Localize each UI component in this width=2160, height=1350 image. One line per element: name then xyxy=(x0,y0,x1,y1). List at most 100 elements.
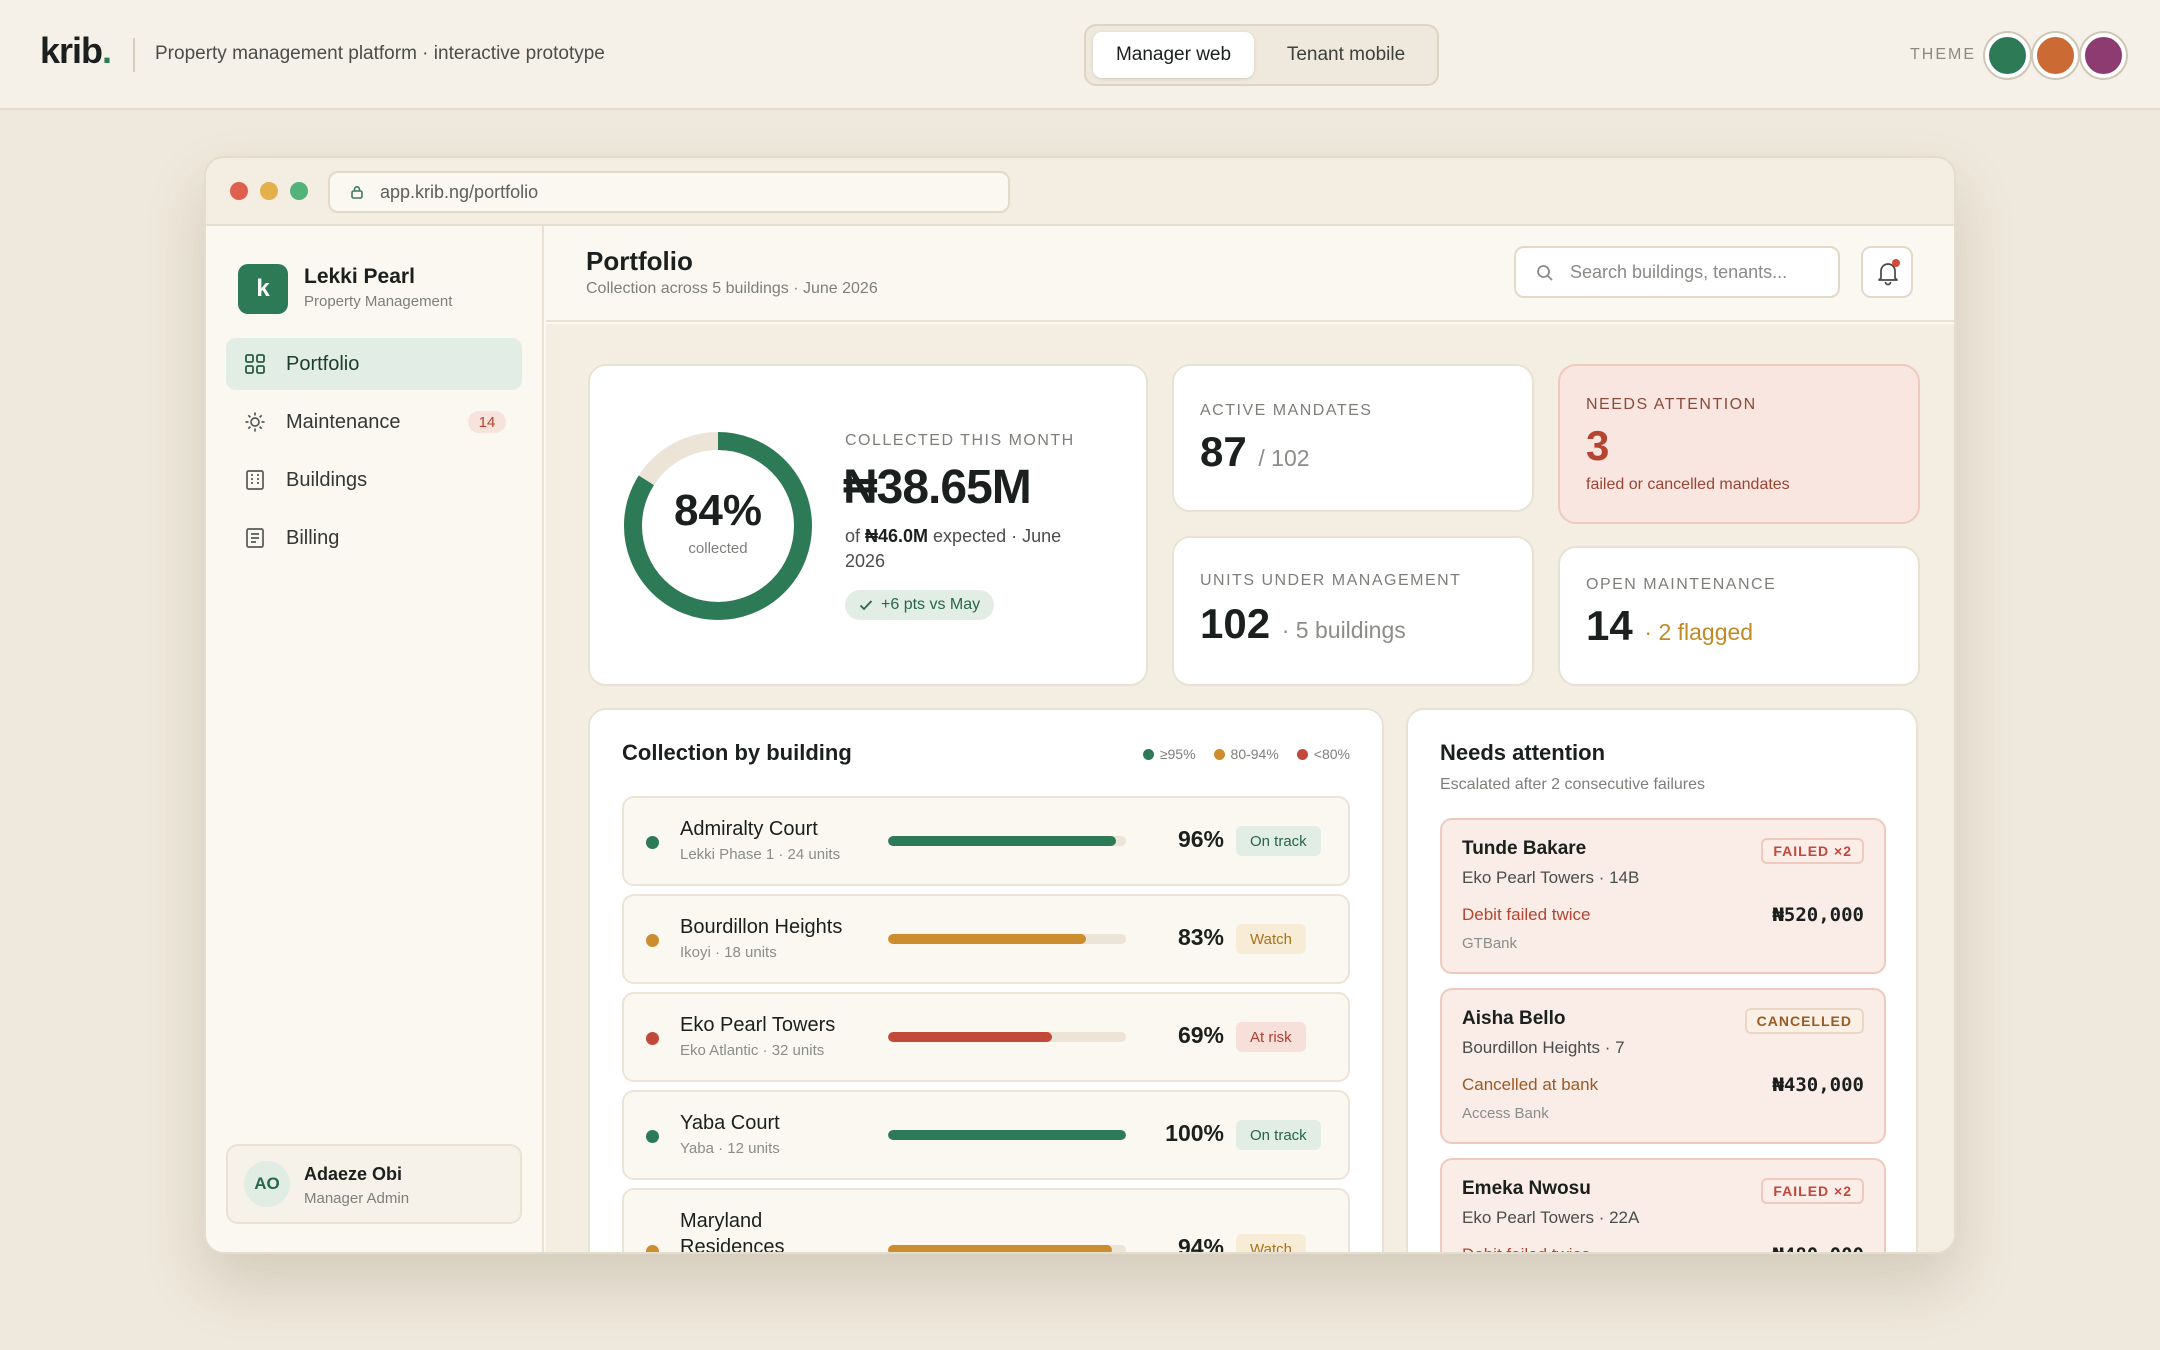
building-name: Eko Pearl Towers xyxy=(680,1014,836,1036)
notifications-button[interactable] xyxy=(1861,246,1913,298)
building-sub: Ikoyi · 18 units xyxy=(680,944,777,961)
page-subtitle: Collection across 5 buildings · June 202… xyxy=(586,280,878,297)
document-icon xyxy=(246,528,264,548)
building-row[interactable]: Eko Pearl Towers Eko Atlantic · 32 units 6… xyxy=(622,992,1350,1082)
maintenance-count-badge: 14 xyxy=(468,411,506,433)
top-bar: krib. Property management platform · int… xyxy=(0,0,2160,110)
view-switcher: Manager web Tenant mobile xyxy=(1084,24,1439,86)
trend-chip: +6 pts vs May xyxy=(845,590,995,620)
collected-percent: 84% xyxy=(673,486,763,535)
search-placeholder: Search buildings, tenants... xyxy=(1570,261,1788,282)
units-card[interactable]: UNITS UNDER MANAGEMENT 102 · 5 buildings xyxy=(1172,536,1534,686)
org-logo: k xyxy=(238,264,288,314)
url-text: app.krib.ng/portfolio xyxy=(380,181,539,202)
maximize-light[interactable] xyxy=(290,182,308,200)
krib-logo: krib. xyxy=(40,30,112,71)
building-percent: 69% xyxy=(1177,1022,1224,1048)
collection-summary-card: 84% collected COLLECTED THIS MONTH ₦38.6… xyxy=(588,364,1148,686)
attention-item[interactable]: Emeka Nwosu Eko Pearl Towers · 22A FAILED … xyxy=(1440,1158,1886,1252)
tenant-unit: Eko Pearl Towers · 14B xyxy=(1462,868,1640,887)
tenant-name: Emeka Nwosu xyxy=(1462,1178,1591,1199)
check-icon xyxy=(859,600,873,611)
failure-reason: Debit failed twice xyxy=(1462,1245,1591,1252)
theme-swatch-green[interactable] xyxy=(1985,33,2030,78)
avatar: AO xyxy=(244,1161,290,1207)
building-name: Maryland Residences xyxy=(680,1210,785,1254)
tenant-unit: Bourdillon Heights · 7 xyxy=(1462,1038,1625,1057)
bank-name: Access Bank xyxy=(1462,1105,1549,1122)
collection-bar-fill xyxy=(888,1032,1053,1042)
minimize-light[interactable] xyxy=(260,182,278,200)
building-percent: 96% xyxy=(1177,826,1224,852)
user-role: Manager Admin xyxy=(304,1190,410,1207)
search-input[interactable]: Search buildings, tenants... xyxy=(1514,246,1840,298)
section-subtitle: Escalated after 2 consecutive failures xyxy=(1440,776,1706,793)
content-area: 84% collected COLLECTED THIS MONTH ₦38.6… xyxy=(546,324,1954,1254)
user-card[interactable]: AO Adaeze Obi Manager Admin xyxy=(226,1144,522,1224)
needs-attention-card[interactable]: NEEDS ATTENTION 3 failed or cancelled ma… xyxy=(1558,364,1920,524)
stat-label: UNITS UNDER MANAGEMENT xyxy=(1200,572,1462,589)
bell-icon xyxy=(1878,263,1898,286)
status-dot xyxy=(646,1130,659,1143)
prototype-subtitle: Property management platform · interacti… xyxy=(155,43,605,64)
expected-description: of ₦46.0M expected · June 2026 xyxy=(845,526,1062,571)
amount: ₦430,000 xyxy=(1772,1074,1864,1096)
building-icon xyxy=(246,470,264,490)
theme-swatch-purple[interactable] xyxy=(2081,33,2126,78)
divider xyxy=(133,38,135,72)
building-row[interactable]: Maryland Residences 94% Watch xyxy=(622,1188,1350,1254)
building-row[interactable]: Bourdillon Heights Ikoyi · 18 units 83% Wat… xyxy=(622,894,1350,984)
legend-item: 80-94% xyxy=(1213,746,1279,762)
org-subtitle: Property Management xyxy=(304,293,453,310)
stat-label: OPEN MAINTENANCE xyxy=(1586,576,1777,593)
collection-bar xyxy=(888,934,1126,944)
notification-dot xyxy=(1892,259,1900,267)
sidebar-item-buildings[interactable]: Buildings xyxy=(226,454,522,506)
grid-icon xyxy=(245,354,265,374)
status-badge: FAILED ×2 xyxy=(1761,838,1864,864)
stat-value: 87 / 102 xyxy=(1200,428,1310,475)
status-badge: FAILED ×2 xyxy=(1761,1178,1864,1204)
building-percent: 94% xyxy=(1177,1234,1224,1254)
status-badge: CANCELLED xyxy=(1744,1008,1864,1034)
sidebar-item-maintenance[interactable]: Maintenance 14 xyxy=(226,396,522,448)
attention-item[interactable]: Aisha Bello Bourdillon Heights · 7 CANCELL… xyxy=(1440,988,1886,1144)
stat-value: 14 · 2 flagged xyxy=(1586,602,1754,649)
sidebar-item-portfolio[interactable]: Portfolio xyxy=(226,338,522,390)
failure-reason: Cancelled at bank xyxy=(1462,1075,1599,1094)
attention-item[interactable]: Tunde Bakare Eko Pearl Towers · 14B FAILED… xyxy=(1440,818,1886,974)
legend: ≥95% 80-94% <80% xyxy=(1142,746,1350,762)
tenant-unit: Eko Pearl Towers · 22A xyxy=(1462,1208,1640,1227)
url-bar[interactable]: app.krib.ng/portfolio xyxy=(328,171,1010,213)
collection-bar xyxy=(888,1245,1126,1252)
collection-bar-fill xyxy=(888,836,1117,846)
building-percent: 100% xyxy=(1165,1120,1224,1146)
sidebar-item-billing[interactable]: Billing xyxy=(226,512,522,564)
collection-bar-fill xyxy=(888,1245,1112,1252)
collected-amount: ₦38.65M xyxy=(843,461,1032,514)
open-maintenance-card[interactable]: OPEN MAINTENANCE 14 · 2 flagged xyxy=(1558,546,1920,686)
status-badge: At risk xyxy=(1236,1022,1306,1052)
collection-bar xyxy=(888,836,1126,846)
tenant-name: Tunde Bakare xyxy=(1462,838,1587,859)
sidebar: k Lekki Pearl Property Management Portfo… xyxy=(206,226,544,1252)
user-name: Adaeze Obi xyxy=(304,1164,403,1184)
close-light[interactable] xyxy=(230,182,248,200)
progress-ring xyxy=(624,432,812,620)
building-row[interactable]: Yaba Court Yaba · 12 units 100% On track xyxy=(622,1090,1350,1180)
tab-manager-web[interactable]: Manager web xyxy=(1093,32,1254,78)
collected-label: collected xyxy=(688,540,748,557)
collection-by-building-card: Collection by building ≥95% 80-94% <80% … xyxy=(588,708,1384,1254)
building-name: Admiralty Court xyxy=(680,818,818,840)
main-header: Portfolio Collection across 5 buildings … xyxy=(546,226,1954,322)
active-mandates-card[interactable]: ACTIVE MANDATES 87 / 102 xyxy=(1172,364,1534,512)
building-name: Yaba Court xyxy=(680,1112,780,1134)
sidebar-item-label: Buildings xyxy=(286,468,368,491)
building-row[interactable]: Admiralty Court Lekki Phase 1 · 24 units 9… xyxy=(622,796,1350,886)
theme-swatch-orange[interactable] xyxy=(2033,33,2078,78)
tab-tenant-mobile[interactable]: Tenant mobile xyxy=(1286,44,1406,65)
section-title: Needs attention xyxy=(1440,740,1606,765)
amount: ₦480,000 xyxy=(1772,1244,1864,1252)
sidebar-item-label: Maintenance xyxy=(286,410,401,433)
lock-icon xyxy=(351,186,363,199)
